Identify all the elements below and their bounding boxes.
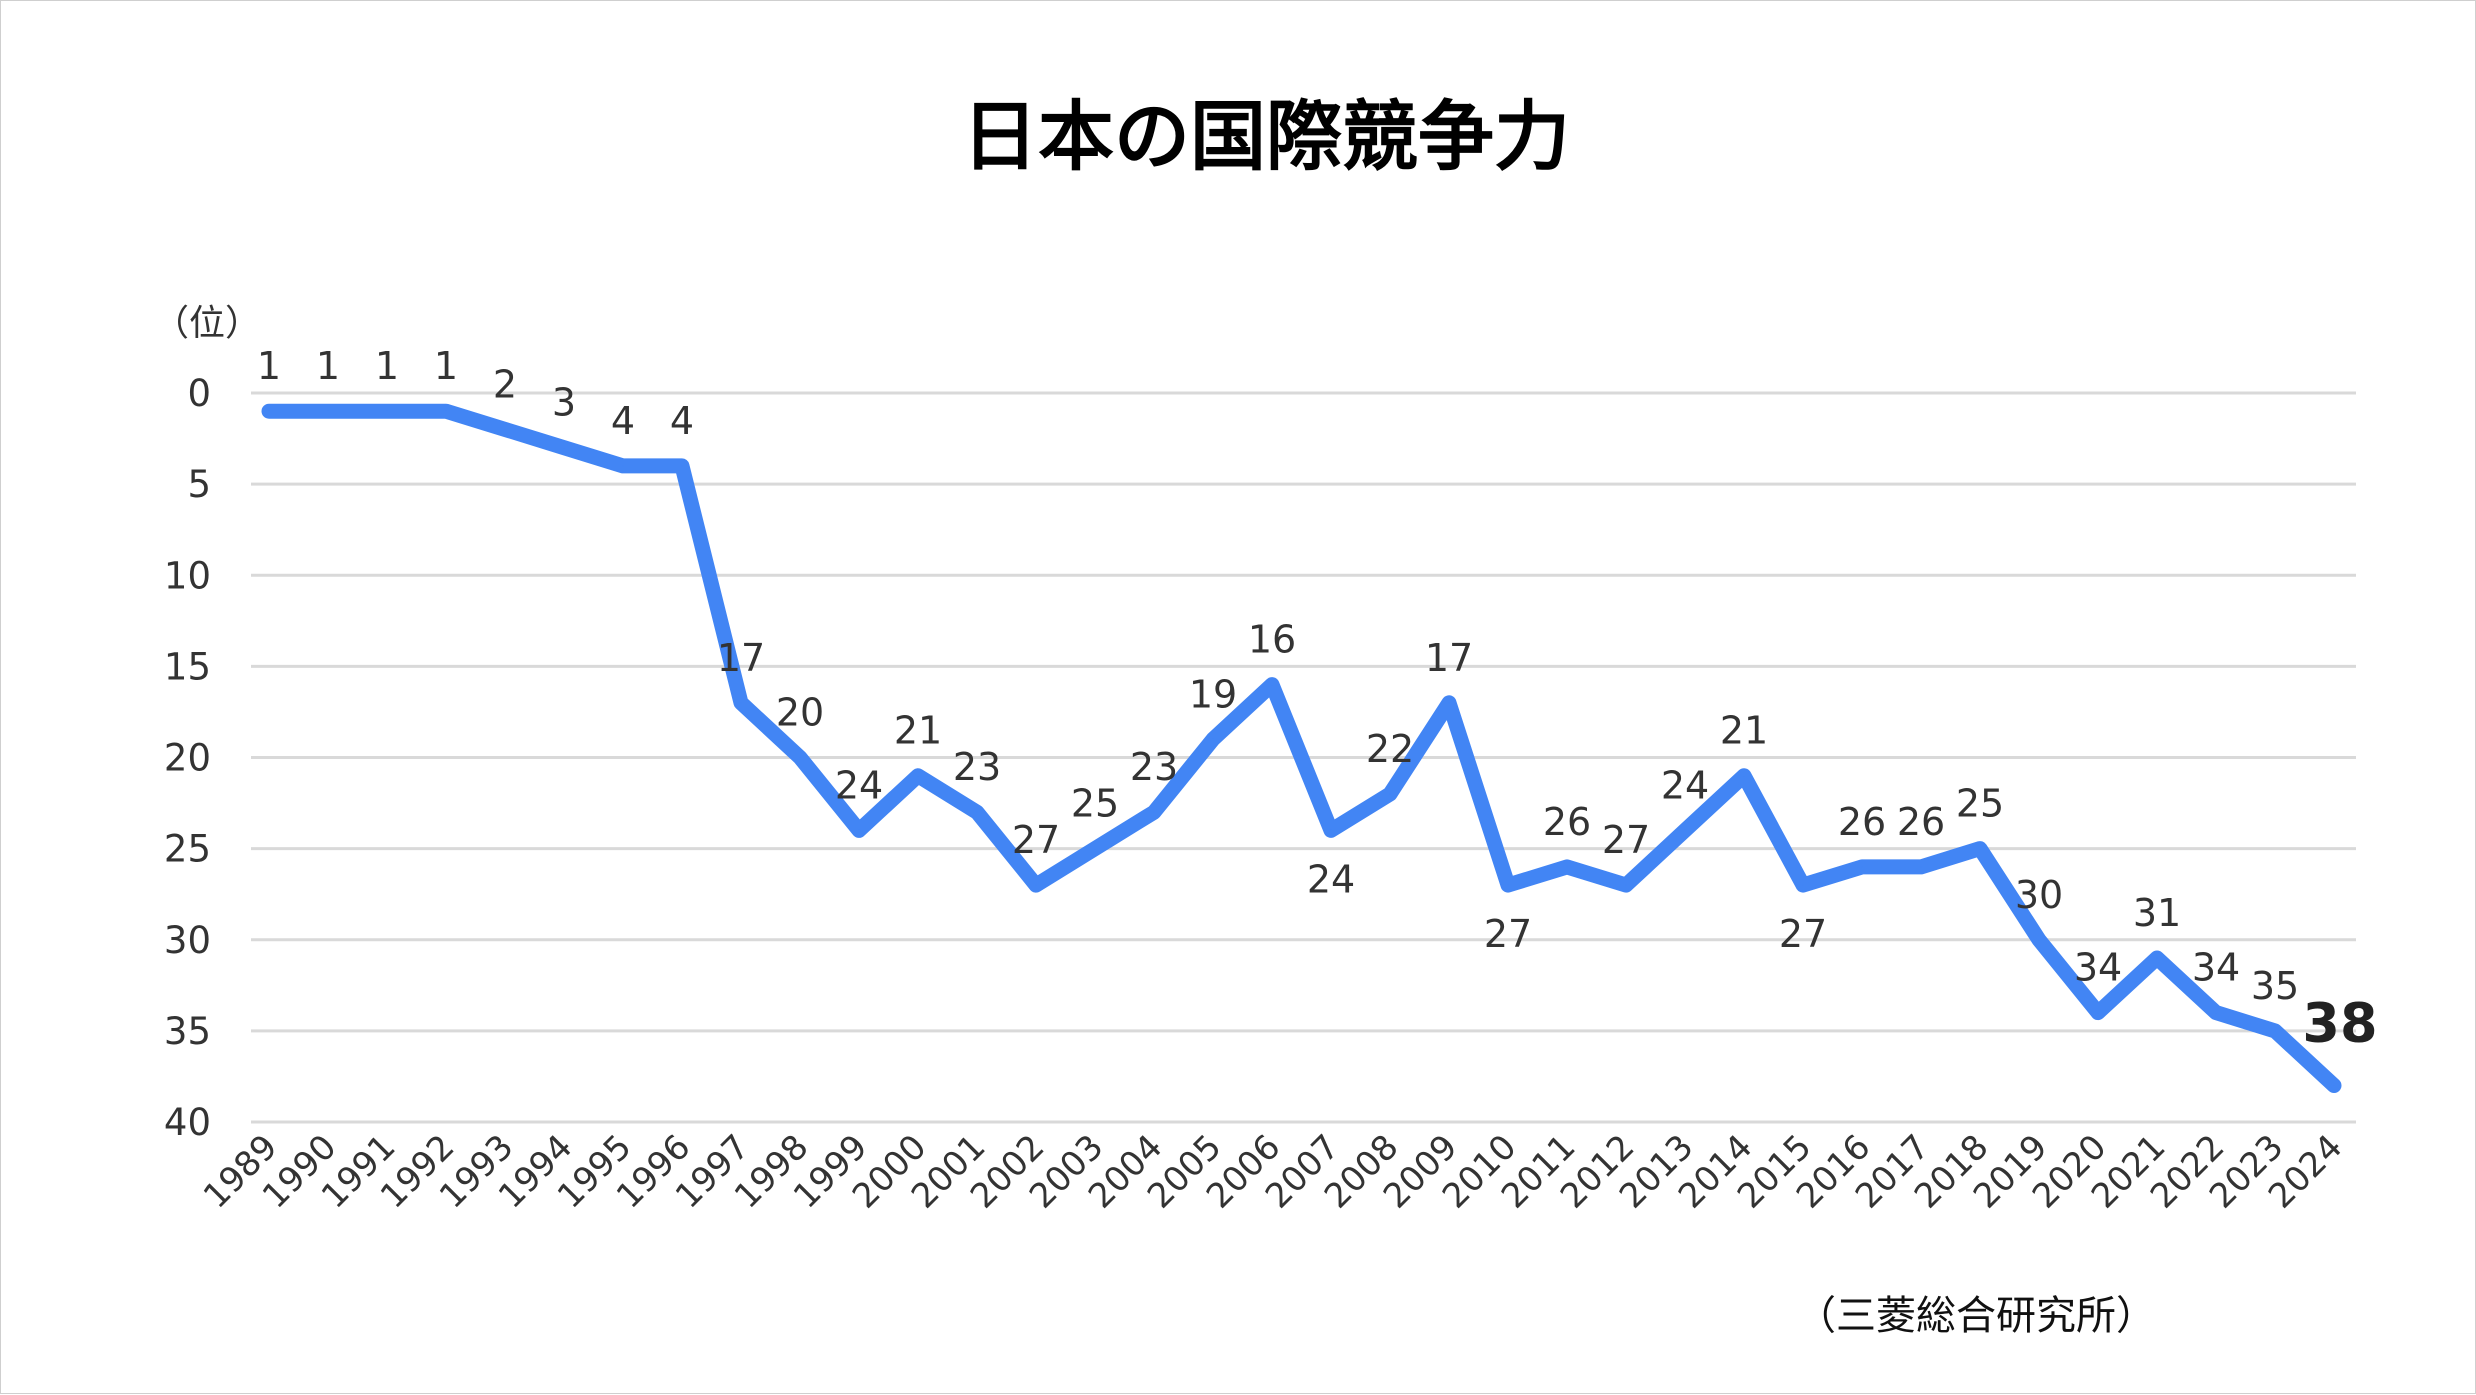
data-label: 25 bbox=[1956, 782, 2004, 826]
chart-title: 日本の国際競争力 bbox=[962, 92, 1570, 181]
data-label: 20 bbox=[776, 691, 824, 735]
data-point bbox=[1094, 847, 1096, 850]
data-point bbox=[2215, 1011, 2217, 1014]
data-label: 23 bbox=[1130, 745, 1178, 789]
data-point bbox=[563, 446, 565, 449]
data-point bbox=[1448, 701, 1450, 704]
data-label: 26 bbox=[1543, 800, 1591, 844]
data-point bbox=[1684, 829, 1686, 832]
data-point bbox=[2156, 956, 2158, 959]
data-label: 27 bbox=[1779, 912, 1827, 956]
data-point bbox=[1389, 792, 1391, 795]
y-tick-label: 30 bbox=[164, 919, 211, 962]
data-label: 38 bbox=[2302, 992, 2377, 1055]
data-label: 27 bbox=[1484, 912, 1532, 956]
data-point bbox=[1743, 774, 1745, 777]
data-point bbox=[622, 464, 624, 467]
series-line-group bbox=[261, 403, 2342, 1093]
data-point bbox=[1920, 865, 1922, 868]
data-point bbox=[976, 811, 978, 814]
data-label: 24 bbox=[1661, 763, 1709, 807]
data-label: 16 bbox=[1248, 618, 1296, 662]
data-label: 22 bbox=[1366, 727, 1414, 771]
data-point bbox=[1979, 847, 1981, 850]
data-label: 27 bbox=[1012, 818, 1060, 862]
data-label: 34 bbox=[2192, 946, 2240, 990]
data-point bbox=[799, 756, 801, 759]
data-label: 17 bbox=[717, 636, 765, 680]
data-point bbox=[1330, 829, 1332, 832]
data-point bbox=[917, 774, 919, 777]
y-tick-label: 0 bbox=[187, 372, 211, 415]
series-line bbox=[261, 403, 2342, 1093]
x-axis-ticks: 1989199019911992199319941995199619971998… bbox=[196, 1127, 2350, 1216]
data-point bbox=[327, 410, 329, 413]
data-label: 34 bbox=[2074, 946, 2122, 990]
y-tick-label: 25 bbox=[164, 828, 211, 871]
data-label: 31 bbox=[2133, 891, 2181, 935]
data-label: 3 bbox=[552, 381, 576, 425]
data-point bbox=[1507, 884, 1509, 887]
data-point bbox=[740, 701, 742, 704]
data-point bbox=[681, 464, 683, 467]
data-label: 24 bbox=[835, 763, 883, 807]
data-label: 30 bbox=[2015, 873, 2063, 917]
data-label: 17 bbox=[1425, 636, 1473, 680]
data-label: 1 bbox=[375, 344, 399, 388]
y-axis-unit-label: （位） bbox=[153, 303, 261, 344]
data-point bbox=[2333, 1084, 2335, 1087]
data-label: 23 bbox=[953, 745, 1001, 789]
data-point bbox=[1035, 884, 1037, 887]
data-point bbox=[2097, 1011, 2099, 1014]
y-tick-label: 35 bbox=[164, 1010, 211, 1053]
data-point bbox=[268, 410, 270, 413]
data-label: 21 bbox=[894, 709, 942, 753]
data-label: 27 bbox=[1602, 818, 1650, 862]
data-label: 4 bbox=[670, 399, 694, 443]
data-label: 2 bbox=[493, 362, 517, 406]
y-axis-ticks: 0 5 10 15 20 25 30 35 40 bbox=[164, 372, 211, 1144]
data-point bbox=[858, 829, 860, 832]
y-tick-label: 40 bbox=[164, 1101, 211, 1144]
data-label: 21 bbox=[1720, 709, 1768, 753]
data-point bbox=[2274, 1029, 2276, 1032]
data-point bbox=[445, 410, 447, 413]
data-point bbox=[1625, 884, 1627, 887]
data-label: 1 bbox=[316, 344, 340, 388]
data-label: 24 bbox=[1307, 857, 1355, 901]
data-point bbox=[1861, 865, 1863, 868]
data-label: 35 bbox=[2251, 964, 2299, 1008]
y-tick-label: 5 bbox=[187, 463, 211, 506]
data-label: 1 bbox=[434, 344, 458, 388]
data-label: 26 bbox=[1838, 800, 1886, 844]
data-point bbox=[1271, 683, 1273, 686]
data-point bbox=[1566, 865, 1568, 868]
data-label: 19 bbox=[1189, 672, 1237, 716]
data-label: 4 bbox=[611, 399, 635, 443]
y-tick-label: 15 bbox=[164, 645, 211, 688]
data-point bbox=[1212, 738, 1214, 741]
data-point bbox=[1802, 884, 1804, 887]
data-point bbox=[2038, 938, 2040, 941]
data-point bbox=[1153, 811, 1155, 814]
data-point bbox=[504, 428, 506, 431]
data-label: 1 bbox=[257, 344, 281, 388]
source-note: （三菱総合研究所） bbox=[1796, 1293, 2156, 1339]
data-point bbox=[386, 410, 388, 413]
data-label: 26 bbox=[1897, 800, 1945, 844]
y-tick-label: 10 bbox=[164, 554, 211, 597]
y-tick-label: 20 bbox=[164, 737, 211, 780]
data-label: 25 bbox=[1071, 782, 1119, 826]
